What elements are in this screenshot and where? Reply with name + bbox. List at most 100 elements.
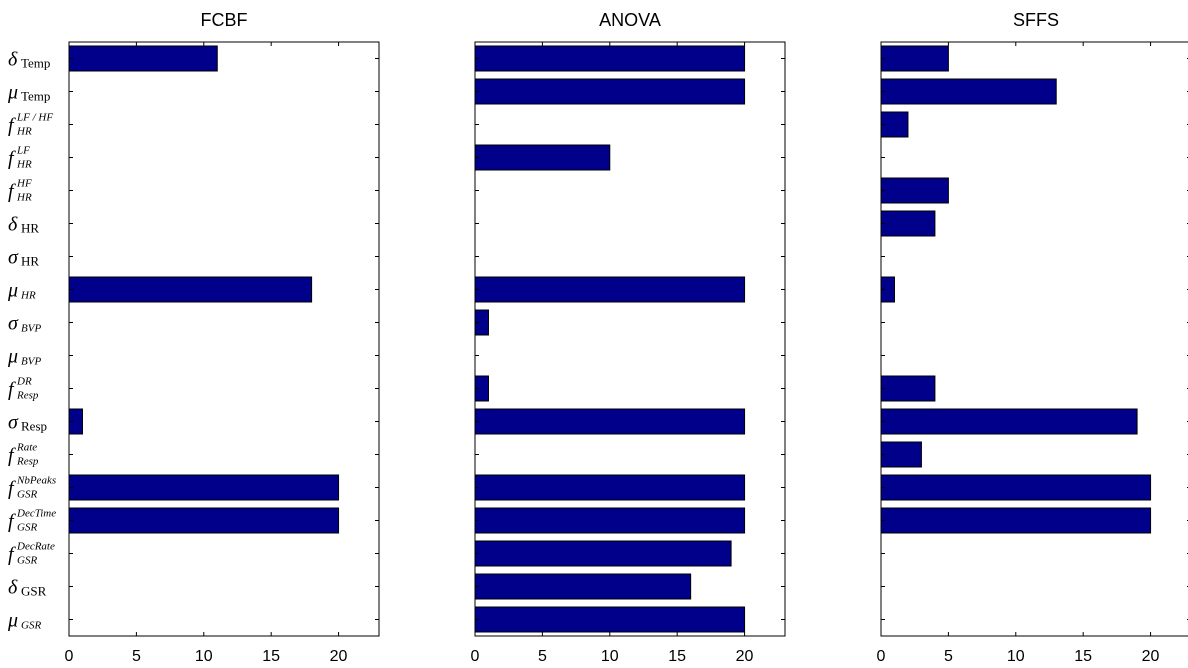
y-label-subscript: HR xyxy=(20,290,36,302)
y-label-symbol: f xyxy=(8,115,16,137)
y-label-superscript: DR xyxy=(16,376,32,388)
bar xyxy=(474,507,746,534)
y-label-11: σ Resp xyxy=(8,412,47,434)
bar xyxy=(474,573,692,600)
bar xyxy=(880,78,1057,105)
y-label-symbol: δ xyxy=(8,214,18,236)
y-label-0: δ Temp xyxy=(8,49,50,71)
x-tick-label: 0 xyxy=(65,648,74,665)
y-label-superscript: DecTime xyxy=(16,508,56,520)
y-label-symbol: σ xyxy=(8,247,19,269)
y-label-symbol: f xyxy=(8,148,16,170)
y-label-13: f NbPeaks GSR xyxy=(8,475,56,501)
bar xyxy=(880,474,1152,501)
y-label-symbol: σ xyxy=(8,412,19,434)
panel-fcbf: FCBF 0 5 10 15 20 xyxy=(65,10,380,665)
x-tick-label: 5 xyxy=(132,648,141,665)
y-label-subscript: Resp xyxy=(16,456,39,468)
y-label-symbol: f xyxy=(8,379,16,401)
x-tick-label: 10 xyxy=(195,648,213,665)
bar xyxy=(68,276,313,303)
y-label-subscript: BVP xyxy=(21,356,41,368)
chart-title: FCBF xyxy=(201,10,248,30)
y-label-subscript: GSR xyxy=(17,489,37,501)
y-label-symbol: σ xyxy=(8,313,19,335)
y-label-subscript: GSR xyxy=(21,620,41,632)
y-label-subscript: HR xyxy=(21,221,39,236)
y-label-subscript: HR xyxy=(21,254,39,269)
bar xyxy=(474,144,611,171)
y-label-symbol: f xyxy=(8,445,16,467)
bar xyxy=(880,507,1152,534)
y-label-12: f Rate Resp xyxy=(8,442,39,468)
y-label-superscript: HF xyxy=(16,178,32,190)
bar xyxy=(68,45,218,72)
y-label-superscript: DecRate xyxy=(16,541,55,553)
y-label-symbol: μ xyxy=(7,280,18,302)
y-label-symbol: μ xyxy=(7,610,18,632)
y-label-superscript: NbPeaks xyxy=(16,475,56,487)
panel-sffs: SFFS 0 5 10 15 20 xyxy=(877,10,1188,665)
x-tick-label: 20 xyxy=(1142,648,1160,665)
y-label-1: μ Temp xyxy=(7,82,50,104)
y-label-subscript: GSR xyxy=(17,522,37,534)
y-label-subscript: GSR xyxy=(17,555,37,567)
y-label-10: f DR Resp xyxy=(8,376,39,402)
y-label-15: f DecRate GSR xyxy=(8,541,55,567)
y-label-symbol: μ xyxy=(7,82,18,104)
bar xyxy=(474,540,732,567)
y-label-superscript: LF xyxy=(16,145,30,157)
bar xyxy=(880,177,949,204)
bar xyxy=(880,408,1138,435)
x-tick-label: 0 xyxy=(471,648,480,665)
y-label-symbol: μ xyxy=(7,346,18,368)
x-tick-label: 15 xyxy=(262,648,280,665)
y-label-8: σ BVP xyxy=(8,313,41,335)
y-label-superscript: LF / HF xyxy=(16,112,53,124)
y-label-symbol: f xyxy=(8,511,16,533)
y-label-symbol: δ xyxy=(8,577,18,599)
x-tick-label: 20 xyxy=(330,648,348,665)
y-label-subscript: Resp xyxy=(16,390,39,402)
y-label-16: δ GSR xyxy=(8,577,47,599)
chart-title: ANOVA xyxy=(599,10,661,30)
y-label-symbol: f xyxy=(8,544,16,566)
y-label-7: μ HR xyxy=(7,280,36,302)
x-tick-label: 5 xyxy=(944,648,953,665)
y-label-subscript: GSR xyxy=(21,584,47,599)
bar xyxy=(474,45,746,72)
y-label-6: σ HR xyxy=(8,247,39,269)
y-label-symbol: δ xyxy=(8,49,18,71)
bar xyxy=(880,210,936,237)
y-label-subscript: HR xyxy=(16,126,32,138)
chart-title: SFFS xyxy=(1013,10,1059,30)
y-label-subscript: Temp xyxy=(21,89,50,104)
x-tick-label: 10 xyxy=(601,648,619,665)
x-tick-label: 15 xyxy=(1074,648,1092,665)
bar xyxy=(474,276,746,303)
y-label-9: μ BVP xyxy=(7,346,41,368)
axis-frame xyxy=(880,41,1188,637)
y-label-superscript: Rate xyxy=(16,442,37,454)
y-label-5: δ HR xyxy=(8,214,39,236)
bar xyxy=(880,375,936,402)
x-tick-label: 10 xyxy=(1007,648,1025,665)
axis-frame xyxy=(474,41,786,637)
bar xyxy=(474,606,746,633)
bar xyxy=(880,45,949,72)
x-tick-label: 5 xyxy=(538,648,547,665)
bar xyxy=(68,474,340,501)
bar xyxy=(474,78,746,105)
y-label-3: f LF HR xyxy=(8,145,32,171)
panel-anova: ANOVA 0 5 10 15 20 xyxy=(471,10,786,665)
x-tick-label: 20 xyxy=(736,648,754,665)
y-label-subscript: Resp xyxy=(21,419,47,434)
y-label-subscript: BVP xyxy=(21,323,41,335)
y-label-symbol: f xyxy=(8,478,16,500)
y-label-symbol: f xyxy=(8,181,16,203)
y-label-14: f DecTime GSR xyxy=(8,508,56,534)
bar xyxy=(68,507,340,534)
y-label-2: f LF / HF HR xyxy=(8,112,53,138)
